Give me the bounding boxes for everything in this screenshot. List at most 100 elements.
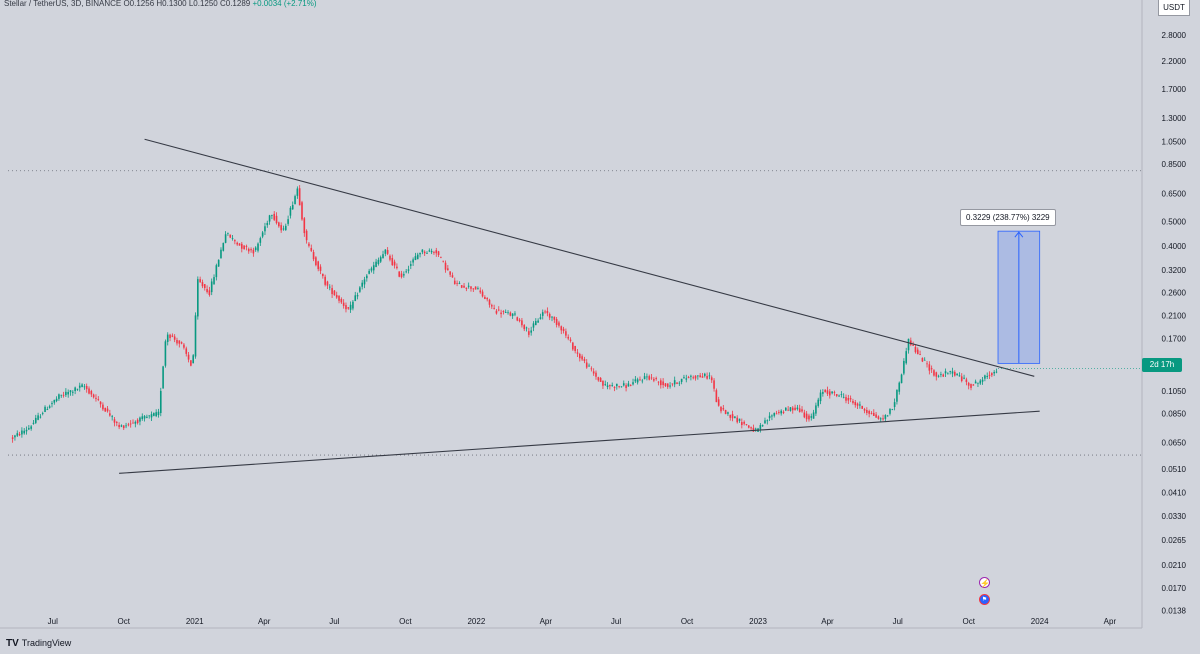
time-tick-label: 2024 (1031, 617, 1049, 626)
candle-body (678, 382, 681, 384)
candle-body (342, 302, 345, 306)
candle-body (620, 386, 623, 388)
candle-body (616, 383, 618, 387)
price-tick-label: 0.0410 (1162, 489, 1187, 498)
time-tick-label: Oct (681, 617, 694, 626)
candle-body (104, 407, 107, 412)
candle-body (264, 226, 266, 232)
candle-body (106, 408, 109, 412)
candle-body (629, 385, 632, 386)
time-tick-label: 2021 (186, 617, 204, 626)
price-tick-label: 0.3200 (1162, 266, 1187, 275)
candle-body (761, 425, 764, 427)
candle-body (650, 377, 653, 379)
price-tick-label: 0.0138 (1162, 607, 1187, 616)
currency-unit-label[interactable]: USDT (1158, 0, 1190, 16)
candle-body (310, 247, 313, 251)
candle-body (828, 391, 831, 396)
candle-body (944, 371, 947, 374)
candle-body (220, 249, 222, 259)
candle-body (822, 392, 824, 394)
candle-body (488, 299, 491, 305)
candle-body (324, 276, 326, 285)
candle-body (153, 413, 155, 416)
candle-body (967, 382, 970, 386)
candle-body (442, 260, 445, 262)
candle-body (416, 254, 419, 260)
candle-body (548, 313, 551, 318)
candle-body (657, 381, 660, 383)
candle-body (25, 429, 28, 432)
candle-body (23, 430, 26, 434)
candle-body (275, 215, 278, 224)
candle-body (363, 279, 366, 285)
candle-body (972, 384, 975, 386)
candle-body (322, 273, 324, 277)
candle-body (861, 405, 864, 409)
candle-body (794, 407, 796, 411)
candle-body (518, 319, 521, 322)
candle-body (409, 264, 412, 266)
candle-body (870, 413, 873, 414)
candle-body (926, 363, 928, 365)
us-flag-icon[interactable]: ⚑ (979, 594, 990, 605)
candle-body (863, 409, 866, 411)
candle-body (234, 240, 236, 242)
time-tick-label: Jul (611, 617, 621, 626)
candle-body (470, 286, 472, 289)
candle-body (60, 394, 63, 396)
candle-body (960, 376, 963, 382)
candle-body (243, 245, 245, 250)
candle-body (500, 312, 502, 315)
candle-body (34, 417, 37, 423)
candle-body (83, 386, 86, 388)
candle-body (419, 252, 421, 255)
candle-body (655, 378, 657, 380)
candle-body (724, 409, 727, 415)
candle-body (588, 365, 590, 367)
candle-body (683, 377, 685, 379)
candle-body (833, 391, 836, 393)
candle-body (345, 305, 347, 310)
candle-body (72, 391, 74, 393)
candle-body (69, 390, 72, 393)
candle-body (854, 402, 857, 406)
tradingview-logo[interactable]: TV TradingView (6, 636, 71, 650)
candle-body (984, 375, 986, 379)
candle-body (213, 277, 215, 285)
candle-body (166, 334, 169, 342)
candle-body (595, 372, 597, 377)
time-tick-label: Oct (399, 617, 412, 626)
candle-body (697, 375, 699, 377)
candle-body (852, 400, 854, 403)
candle-body (484, 297, 486, 299)
candle-body (400, 273, 403, 278)
candle-body (477, 288, 479, 289)
candle-body (986, 375, 989, 377)
candle-body (250, 249, 252, 251)
candle-body (775, 413, 778, 415)
candle-body (599, 377, 602, 382)
candle-body (690, 375, 692, 377)
candle-body (319, 266, 322, 271)
candle-body (335, 295, 338, 298)
candle-body (893, 402, 896, 407)
candle-body (896, 389, 898, 402)
candle-body (308, 243, 310, 246)
candle-body (298, 188, 301, 206)
candle-body (914, 346, 917, 353)
candle-body (847, 398, 850, 401)
time-tick-label: 2022 (467, 617, 485, 626)
lightning-bolt-icon[interactable]: ⚡ (979, 577, 990, 588)
candle-body (62, 394, 65, 396)
candle-body (331, 288, 333, 295)
candle-body (539, 317, 542, 320)
time-tick-label: Apr (1104, 617, 1117, 626)
last-price-countdown: 2d 17h (1142, 358, 1182, 372)
candle-body (523, 325, 526, 330)
candle-body (451, 275, 454, 278)
candle-body (129, 423, 132, 425)
price-tick-label: 0.0170 (1162, 584, 1187, 593)
price-tick-label: 0.1700 (1162, 335, 1187, 344)
